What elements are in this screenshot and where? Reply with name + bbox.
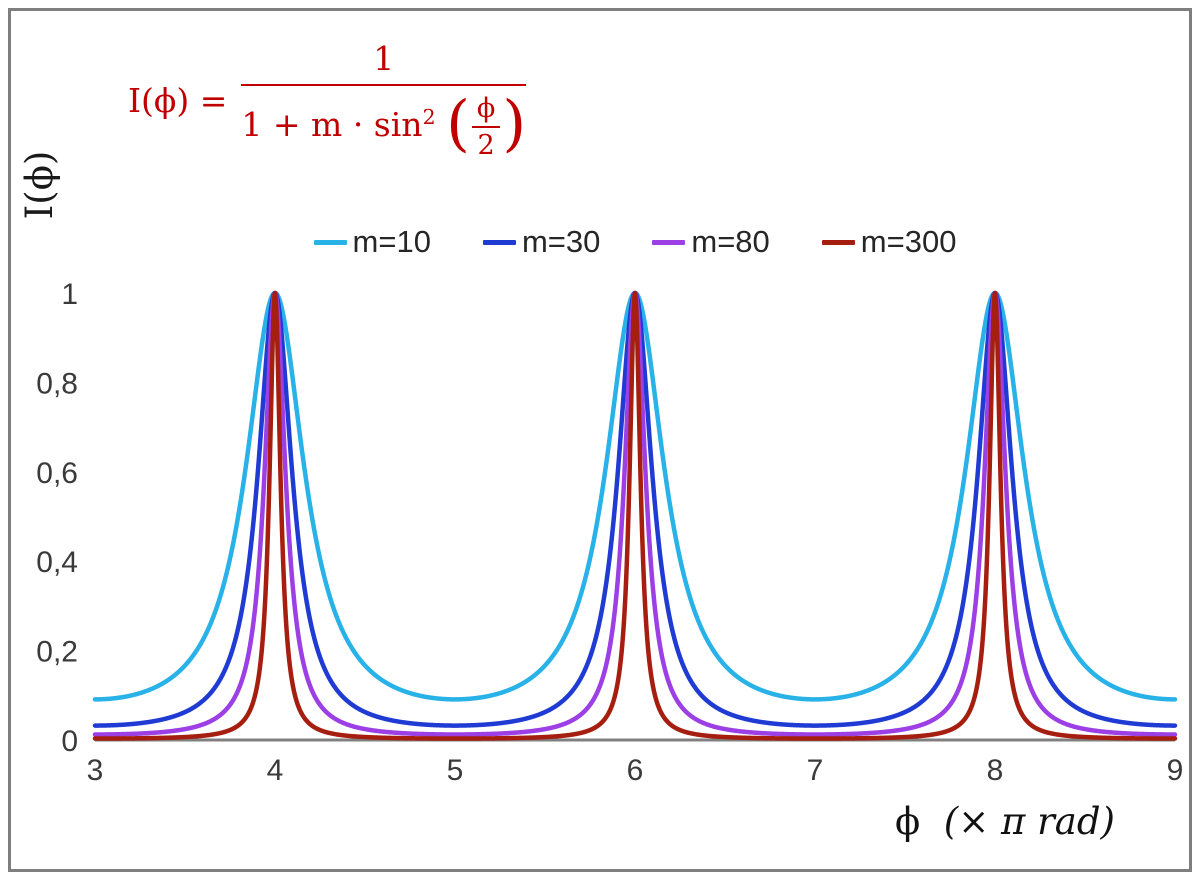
x-tick-label: 7 <box>807 754 824 787</box>
inner-denominator: 2 <box>477 130 495 162</box>
y-axis-label: I(ϕ) <box>18 150 61 220</box>
formula-lhs: I(ϕ) = <box>128 81 228 121</box>
legend-item-m-80: m=80 <box>652 224 770 260</box>
legend-item-m-300: m=300 <box>821 224 957 260</box>
legend-swatch <box>313 239 347 245</box>
formula-annotation: I(ϕ) = 1 1 + m · sin2 (ϕ 2) <box>128 40 527 162</box>
x-tick-label: 5 <box>447 754 464 787</box>
legend-item-m-30: m=30 <box>482 224 601 260</box>
formula-numerator: 1 <box>241 40 527 86</box>
x-tick-label: 9 <box>1167 754 1184 787</box>
x-axis-unit: (× π rad) <box>943 800 1115 843</box>
x-tick-label: 8 <box>987 754 1004 787</box>
y-tick-label: 0,8 <box>36 367 78 400</box>
x-tick-label: 6 <box>627 754 644 787</box>
y-tick-label: 0,2 <box>36 636 78 669</box>
x-axis-label: ϕ (× π rad) <box>840 800 1170 843</box>
legend-label: m=30 <box>521 224 601 259</box>
legend-label: m=80 <box>691 224 770 259</box>
y-tick-label: 0 <box>61 725 78 758</box>
legend-item-m-10: m=10 <box>313 224 431 260</box>
y-tick-label: 1 <box>61 278 78 311</box>
x-tick-label: 3 <box>87 754 104 787</box>
x-tick-label: 4 <box>267 754 284 787</box>
formula-den-prefix: 1 + m · sin <box>241 105 423 145</box>
y-tick-label: 0,4 <box>36 546 78 579</box>
series-curve-m-300 <box>92 290 1178 741</box>
legend-swatch <box>821 239 855 245</box>
legend-swatch <box>482 239 516 245</box>
legend-label: m=300 <box>860 224 957 259</box>
y-tick-label: 0,6 <box>36 457 78 490</box>
x-axis-symbol: ϕ <box>895 800 921 843</box>
legend: m=10 m=30 m=80 m=300 <box>95 224 1175 260</box>
legend-swatch <box>652 239 686 245</box>
series-curve-m-80 <box>92 290 1178 737</box>
inner-numerator: ϕ <box>471 93 501 129</box>
formula-den-exponent: 2 <box>422 105 436 130</box>
close-paren: ) <box>502 87 527 159</box>
formula-fraction: 1 1 + m · sin2 (ϕ 2) <box>241 40 527 162</box>
legend-label: m=10 <box>352 224 431 259</box>
formula-denominator: 1 + m · sin2 (ϕ 2) <box>241 86 526 162</box>
series-curve-m-30 <box>92 290 1178 728</box>
open-paren: ( <box>446 87 470 159</box>
